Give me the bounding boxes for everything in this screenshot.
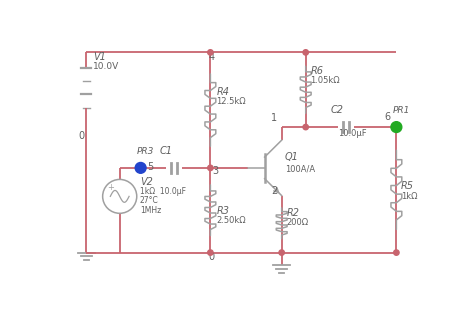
Text: 1: 1 [271, 113, 277, 123]
Text: 4: 4 [209, 52, 215, 62]
Text: 12.5kΩ: 12.5kΩ [217, 97, 246, 106]
Text: 27°C: 27°C [140, 196, 159, 205]
Text: V1: V1 [93, 52, 106, 62]
Text: V2: V2 [140, 177, 153, 187]
Text: R2: R2 [286, 208, 299, 218]
Text: 6: 6 [384, 112, 390, 122]
Text: 1MHz: 1MHz [140, 205, 161, 214]
Text: 0: 0 [79, 131, 85, 141]
Text: C1: C1 [160, 146, 173, 156]
Circle shape [208, 50, 213, 55]
Text: 2: 2 [271, 186, 277, 196]
Text: 3: 3 [212, 166, 218, 176]
Text: R6: R6 [310, 66, 323, 76]
Text: R3: R3 [217, 206, 229, 216]
Text: 2.50kΩ: 2.50kΩ [217, 216, 246, 225]
Text: C2: C2 [330, 105, 344, 115]
Text: 10.0V: 10.0V [93, 62, 119, 71]
Circle shape [391, 122, 402, 133]
Circle shape [135, 162, 146, 173]
Text: PR1: PR1 [392, 106, 410, 115]
Text: +: + [107, 183, 114, 192]
Circle shape [279, 250, 284, 255]
Text: 5: 5 [147, 162, 153, 172]
Text: 1kΩ  10.0μF: 1kΩ 10.0μF [140, 187, 186, 196]
Circle shape [208, 250, 213, 255]
Text: 200Ω: 200Ω [286, 218, 309, 227]
Circle shape [208, 165, 213, 170]
Circle shape [303, 50, 309, 55]
Text: 10.0μF: 10.0μF [338, 129, 367, 138]
Text: 100A/A: 100A/A [285, 165, 315, 174]
Text: 1.05kΩ: 1.05kΩ [310, 76, 340, 85]
Text: Q1: Q1 [285, 152, 299, 162]
Circle shape [394, 250, 399, 255]
Text: R4: R4 [217, 87, 229, 97]
Text: 1kΩ: 1kΩ [401, 192, 418, 201]
Text: R5: R5 [401, 181, 414, 191]
Text: PR3: PR3 [137, 147, 154, 156]
Text: 0: 0 [209, 252, 215, 262]
Circle shape [303, 124, 309, 130]
